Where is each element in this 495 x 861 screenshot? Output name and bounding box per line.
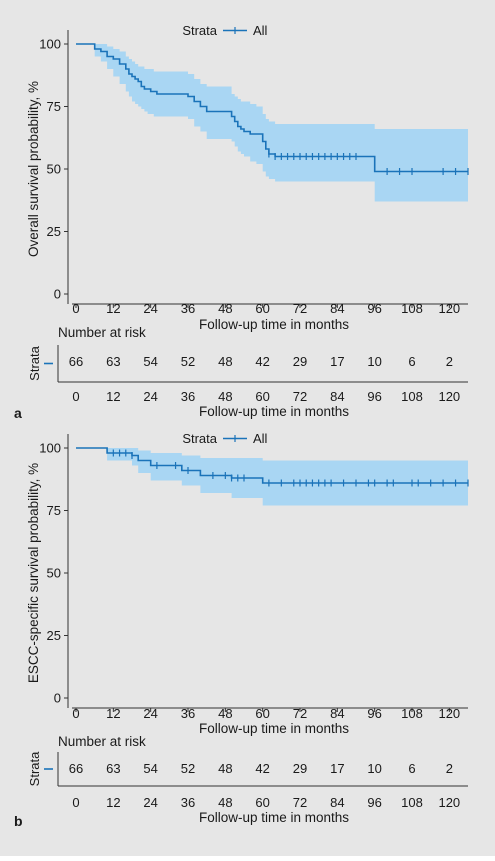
- x-tick-label: 120: [438, 706, 460, 721]
- risk-count: 42: [255, 761, 269, 776]
- confidence-band: [76, 448, 468, 506]
- risk-table-x-tick-label: 60: [255, 795, 269, 810]
- x-tick-label: 36: [181, 706, 195, 721]
- risk-table-x-tick-label: 24: [143, 795, 157, 810]
- risk-table-x-tick-label: 0: [72, 795, 79, 810]
- risk-count: 10: [367, 761, 381, 776]
- x-tick-label: 48: [218, 706, 232, 721]
- risk-table-x-tick-label: 36: [181, 389, 195, 404]
- risk-table-x-tick-label: 108: [401, 795, 423, 810]
- risk-count: 6: [408, 354, 415, 369]
- x-tick-label: 60: [255, 706, 269, 721]
- x-tick-label: 12: [106, 301, 120, 316]
- x-tick-label: 108: [401, 706, 423, 721]
- y-tick-label: 100: [39, 37, 61, 52]
- risk-table-x-tick-label: 48: [218, 389, 232, 404]
- risk-count: 48: [218, 761, 232, 776]
- risk-table-x-tick-label: 120: [438, 389, 460, 404]
- risk-count: 54: [143, 354, 157, 369]
- x-tick-label: 60: [255, 301, 269, 316]
- risk-table-title: Number at risk: [58, 325, 146, 340]
- risk-table-x-tick-label: 0: [72, 389, 79, 404]
- x-tick-label: 96: [367, 301, 381, 316]
- risk-table-x-axis-label: Follow-up time in months: [199, 404, 349, 419]
- risk-count: 10: [367, 354, 381, 369]
- y-tick-label: 50: [47, 566, 61, 581]
- x-tick-label: 24: [143, 706, 157, 721]
- risk-table-x-tick-label: 84: [330, 389, 344, 404]
- y-tick-label: 25: [47, 628, 61, 643]
- risk-count: 17: [330, 761, 344, 776]
- risk-count: 63: [106, 761, 120, 776]
- risk-count: 48: [218, 354, 232, 369]
- y-tick-label: 50: [47, 162, 61, 177]
- x-tick-label: 84: [330, 706, 344, 721]
- risk-table-x-tick-label: 48: [218, 795, 232, 810]
- y-axis-label: Overall survival probability, %: [26, 81, 41, 257]
- risk-table-x-tick-label: 96: [367, 389, 381, 404]
- x-tick-label: 108: [401, 301, 423, 316]
- risk-table-x-axis-label: Follow-up time in months: [199, 810, 349, 825]
- x-tick-label: 0: [72, 706, 79, 721]
- risk-table-strata-label: Strata: [27, 751, 42, 786]
- risk-table-x-tick-label: 60: [255, 389, 269, 404]
- survival-curve-all: [76, 447, 468, 484]
- x-tick-label: 72: [293, 706, 307, 721]
- x-tick-label: 12: [106, 706, 120, 721]
- x-tick-label: 36: [181, 301, 195, 316]
- legend-entry-all: All: [253, 23, 268, 38]
- legend-title: Strata: [182, 23, 217, 38]
- risk-table-strata-label: Strata: [27, 345, 42, 380]
- panel-letter: a: [14, 405, 22, 421]
- risk-count: 66: [69, 761, 83, 776]
- risk-count: 42: [255, 354, 269, 369]
- risk-table-x-tick-label: 36: [181, 795, 195, 810]
- risk-count: 52: [181, 761, 195, 776]
- legend-entry-all: All: [253, 431, 268, 446]
- x-tick-label: 96: [367, 706, 381, 721]
- risk-count: 29: [293, 354, 307, 369]
- risk-table-x-tick-label: 12: [106, 389, 120, 404]
- risk-count: 17: [330, 354, 344, 369]
- risk-table-x-tick-label: 96: [367, 795, 381, 810]
- risk-count: 63: [106, 354, 120, 369]
- y-tick-label: 0: [54, 287, 61, 302]
- risk-table-x-tick-label: 120: [438, 795, 460, 810]
- risk-table-x-tick-label: 24: [143, 389, 157, 404]
- x-axis-label: Follow-up time in months: [199, 721, 349, 736]
- y-tick-label: 100: [39, 441, 61, 456]
- panel-letter: b: [14, 813, 23, 829]
- x-axis-label: Follow-up time in months: [199, 317, 349, 332]
- x-tick-label: 72: [293, 301, 307, 316]
- y-tick-label: 25: [47, 224, 61, 239]
- x-tick-label: 84: [330, 301, 344, 316]
- x-tick-label: 0: [72, 301, 79, 316]
- x-tick-label: 48: [218, 301, 232, 316]
- x-tick-label: 24: [143, 301, 157, 316]
- risk-table-x-tick-label: 72: [293, 389, 307, 404]
- risk-table-x-tick-label: 12: [106, 795, 120, 810]
- risk-count: 54: [143, 761, 157, 776]
- risk-count: 6: [408, 761, 415, 776]
- risk-table-x-tick-label: 84: [330, 795, 344, 810]
- legend-title: Strata: [182, 431, 217, 446]
- survival-curve-all: [76, 43, 468, 173]
- risk-table-x-tick-label: 108: [401, 389, 423, 404]
- y-tick-label: 0: [54, 691, 61, 706]
- y-axis-label: ESCC-specific survival probability, %: [26, 463, 41, 683]
- confidence-band: [76, 44, 468, 202]
- risk-table-x-tick-label: 72: [293, 795, 307, 810]
- risk-count: 52: [181, 354, 195, 369]
- risk-count: 2: [446, 354, 453, 369]
- risk-table-title: Number at risk: [58, 734, 146, 749]
- risk-count: 29: [293, 761, 307, 776]
- y-tick-label: 75: [47, 99, 61, 114]
- x-tick-label: 120: [438, 301, 460, 316]
- risk-count: 66: [69, 354, 83, 369]
- risk-count: 2: [446, 761, 453, 776]
- y-tick-label: 75: [47, 503, 61, 518]
